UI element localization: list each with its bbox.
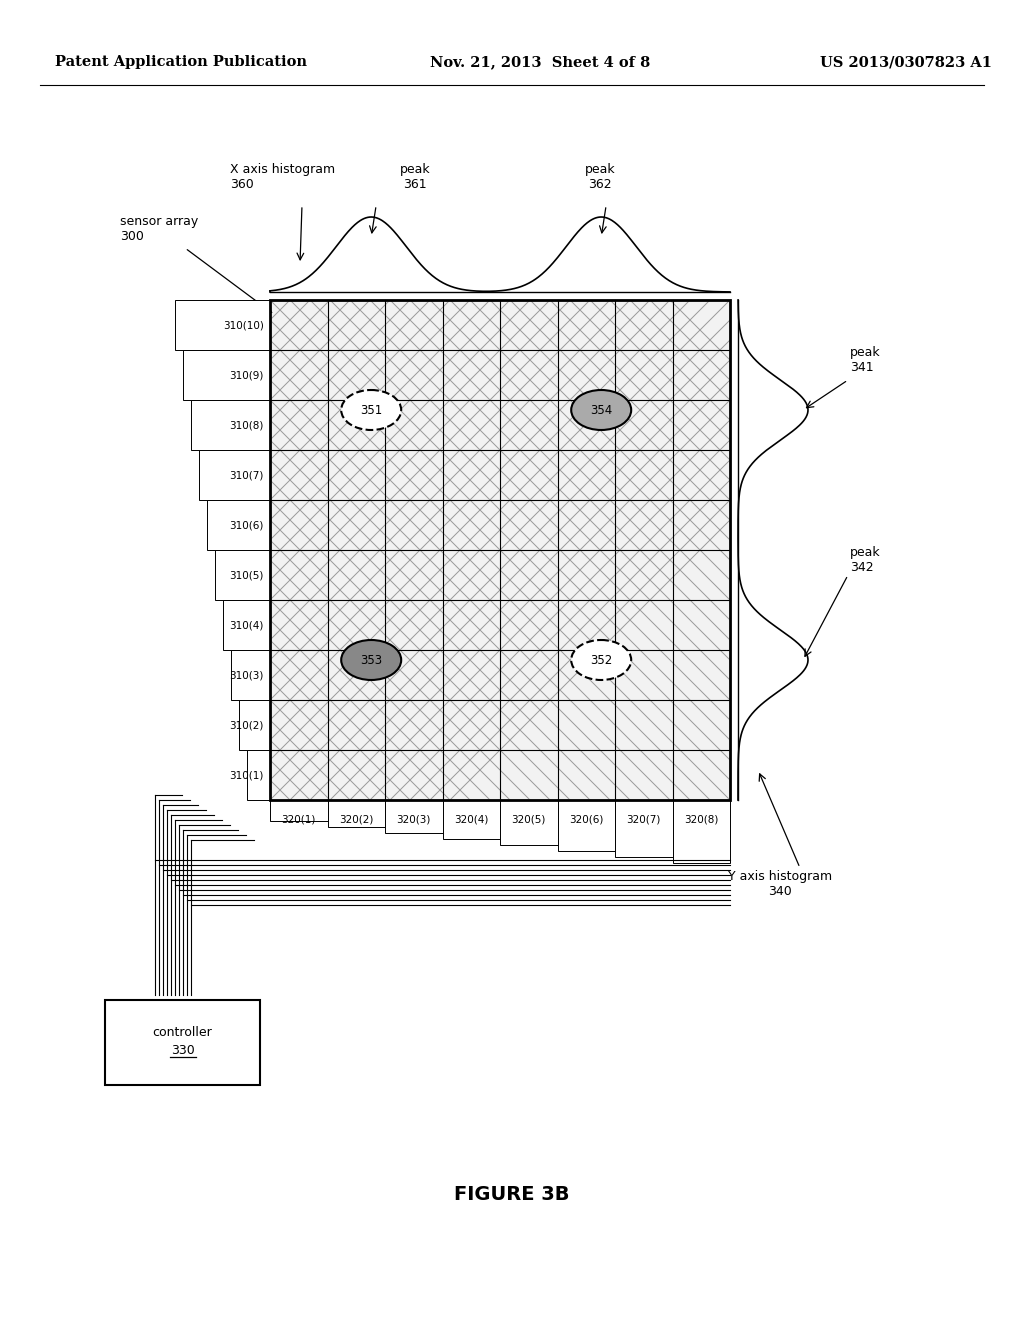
Bar	[500, 800, 557, 845]
Ellipse shape	[571, 640, 631, 680]
Text: 310(2): 310(2)	[229, 719, 264, 730]
Bar	[270, 300, 730, 800]
Text: 310(6): 310(6)	[229, 520, 264, 531]
Bar	[247, 750, 270, 800]
Bar	[385, 800, 442, 833]
Text: 320(4): 320(4)	[454, 814, 488, 824]
Bar	[191, 400, 270, 450]
Text: FIGURE 3B: FIGURE 3B	[455, 1185, 569, 1204]
Ellipse shape	[341, 389, 401, 430]
Text: 320(6): 320(6)	[569, 814, 603, 824]
Text: 320(5): 320(5)	[512, 814, 546, 824]
Bar	[231, 649, 270, 700]
Text: 351: 351	[360, 404, 382, 417]
Bar	[223, 601, 270, 649]
Bar	[183, 350, 270, 400]
Text: 320(7): 320(7)	[627, 814, 660, 824]
Bar	[615, 800, 673, 857]
Text: 320(2): 320(2)	[339, 814, 374, 824]
Text: 353: 353	[360, 653, 382, 667]
Bar	[207, 500, 270, 550]
Bar	[673, 800, 730, 863]
Ellipse shape	[341, 640, 401, 680]
Bar	[199, 450, 270, 500]
Bar	[328, 800, 385, 828]
Text: 310(8): 310(8)	[229, 420, 264, 430]
Text: Patent Application Publication: Patent Application Publication	[55, 55, 307, 69]
Text: controller: controller	[153, 1026, 212, 1039]
Bar	[175, 300, 270, 350]
Text: 330: 330	[171, 1044, 195, 1057]
Text: peak
362: peak 362	[585, 162, 615, 191]
Text: X axis histogram
360: X axis histogram 360	[230, 162, 335, 191]
Bar	[270, 300, 730, 800]
Text: 310(7): 310(7)	[229, 470, 264, 480]
Ellipse shape	[571, 389, 631, 430]
Bar	[442, 800, 500, 840]
Text: 310(1): 310(1)	[229, 770, 264, 780]
Text: 354: 354	[590, 404, 612, 417]
Text: 310(4): 310(4)	[229, 620, 264, 630]
Bar	[270, 800, 328, 821]
Text: 352: 352	[590, 653, 612, 667]
Text: US 2013/0307823 A1: US 2013/0307823 A1	[820, 55, 992, 69]
Text: peak
341: peak 341	[850, 346, 881, 374]
Text: 320(3): 320(3)	[396, 814, 431, 824]
Text: 310(9): 310(9)	[229, 370, 264, 380]
Text: 310(5): 310(5)	[229, 570, 264, 579]
Text: peak
342: peak 342	[850, 546, 881, 574]
Bar	[239, 700, 270, 750]
Text: Y axis histogram
340: Y axis histogram 340	[728, 870, 833, 898]
Text: peak
361: peak 361	[399, 162, 430, 191]
Text: sensor array
300: sensor array 300	[120, 215, 199, 243]
Text: Nov. 21, 2013  Sheet 4 of 8: Nov. 21, 2013 Sheet 4 of 8	[430, 55, 650, 69]
Text: 310(3): 310(3)	[229, 671, 264, 680]
Text: 320(1): 320(1)	[282, 814, 316, 824]
Bar	[105, 1001, 260, 1085]
Text: 310(10): 310(10)	[223, 319, 264, 330]
Text: 320(8): 320(8)	[684, 814, 719, 824]
Bar	[557, 800, 615, 851]
Bar	[215, 550, 270, 601]
